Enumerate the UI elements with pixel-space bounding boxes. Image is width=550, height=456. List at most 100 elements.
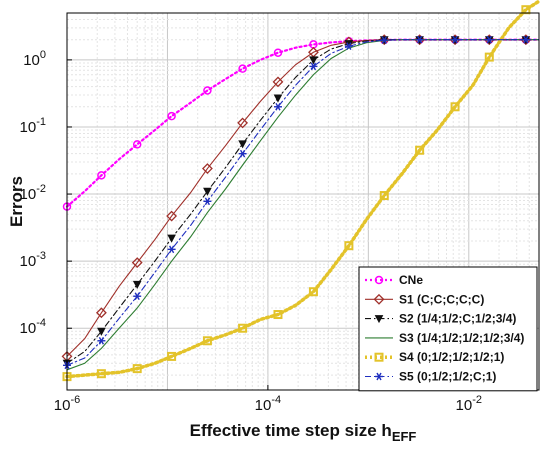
x-tick-label: 10-6 [54, 394, 80, 414]
circle-marker [238, 64, 247, 73]
y-tick-label: 100 [23, 49, 46, 69]
y-tick-label-base: 10 [23, 52, 40, 69]
triangle-marker [273, 94, 283, 103]
star-marker-stroke [452, 35, 458, 44]
legend-entry: S3 (1/4;1/2;1/2;1/2;3/4) [365, 331, 524, 345]
triangle-marker [132, 280, 142, 289]
x-axis-label: Effective time step size hEFF [190, 421, 417, 444]
diamond-marker [373, 293, 385, 305]
x-axis-label-subscript: EFF [392, 429, 417, 444]
y-tick-label-base: 10 [20, 320, 37, 337]
series-line [66, 39, 540, 364]
star-marker-stroke [486, 35, 492, 44]
star-marker-stroke [346, 42, 352, 51]
circle-marker [273, 48, 283, 57]
star-marker [97, 336, 106, 345]
diamond-marker [272, 76, 284, 88]
legend-label: S1 (C;C;C;C;C) [399, 292, 484, 306]
x-tick-label-exponent: -4 [271, 394, 281, 406]
star-marker-stroke [417, 35, 423, 44]
star-marker [344, 42, 353, 51]
y-tick-label-exponent: -4 [36, 317, 46, 329]
legend-label: CNe [399, 273, 423, 287]
circle-marker [97, 171, 106, 180]
square-marker [450, 102, 460, 112]
series-line [66, 39, 540, 371]
star-marker [415, 35, 424, 44]
plot-frame [66, 12, 540, 391]
triangle-marker [203, 187, 212, 196]
triangle-marker [374, 315, 384, 324]
star-marker-stroke [376, 372, 382, 381]
star-marker-stroke [381, 36, 387, 44]
legend-entry: CNe [365, 273, 423, 287]
y-tick-label-base: 10 [20, 119, 37, 136]
y-tick-label: 10-3 [20, 250, 46, 270]
y-tick-label-exponent: -3 [36, 250, 46, 262]
star-marker-stroke [523, 35, 529, 44]
circle-marker [203, 86, 212, 95]
star-marker-stroke [310, 62, 317, 71]
series-4 [62, 0, 541, 382]
y-tick-label: 10-2 [20, 183, 46, 203]
triangle-marker [167, 234, 176, 243]
square-marker [96, 369, 106, 379]
star-marker [521, 35, 530, 44]
star-marker-stroke [98, 336, 105, 345]
star-marker [451, 35, 460, 44]
legend: CNe S1 (C;C;C;C;C) S2 (1/4;1/2;C;1/2;3/4) S… [358, 266, 538, 392]
diamond-marker [166, 210, 178, 222]
x-tick-label-base: 10 [54, 397, 71, 414]
legend-label: S3 (1/4;1/2;1/2;1/2;3/4) [399, 331, 524, 345]
y-tick-label-base: 10 [20, 186, 37, 203]
series-3 [66, 39, 540, 371]
x-axis-label-main: Effective time step size h [190, 421, 392, 440]
star-marker [309, 62, 318, 71]
triangle-marker [97, 327, 106, 336]
y-tick-label-exponent: 0 [40, 49, 46, 61]
square-marker [238, 323, 248, 333]
star-marker [375, 372, 383, 381]
x-tick-label-base: 10 [456, 397, 473, 414]
legend-entry: S4 (0;1/2;1/2;1/2;1) [365, 350, 504, 364]
square-marker [344, 241, 354, 251]
square-marker [167, 351, 177, 361]
y-tick-label-exponent: -2 [36, 183, 46, 195]
series-line [65, 0, 541, 379]
star-marker [273, 102, 282, 111]
legend-label: S5 (0;1/2;1/2;C;1) [399, 370, 496, 384]
diamond-marker [95, 307, 107, 319]
star-marker [380, 36, 389, 44]
square-marker [484, 52, 494, 62]
grid [66, 12, 540, 390]
y-tick-label: 10-1 [20, 116, 46, 136]
y-tick-label-base: 10 [20, 253, 37, 270]
circle-marker [374, 275, 384, 285]
star-marker-stroke [239, 149, 246, 158]
y-tick-label: 10-4 [20, 317, 46, 337]
star-marker-stroke [168, 245, 175, 254]
legend-entry: S1 (C;C;C;C;C) [365, 292, 484, 306]
diamond-marker [237, 117, 249, 129]
square-marker [374, 352, 384, 362]
series-layer [61, 0, 541, 382]
square-marker [308, 287, 318, 297]
x-tick-label-exponent: -2 [472, 394, 482, 406]
star-marker [133, 292, 142, 301]
legend-entry: S5 (0;1/2;1/2;C;1) [365, 370, 496, 384]
star-marker [203, 197, 212, 206]
legend-box [358, 266, 538, 392]
y-axis-label: Errors [7, 176, 26, 227]
legend-entry: S2 (1/4;1/2;C;1/2;3/4) [365, 312, 516, 326]
star-marker [167, 245, 176, 254]
diamond-marker [131, 257, 143, 269]
circle-marker [167, 111, 176, 121]
x-tick-label-base: 10 [255, 397, 272, 414]
square-marker [379, 191, 389, 201]
x-tick-label: 10-4 [255, 394, 281, 414]
x-tick-label: 10-2 [456, 394, 482, 414]
star-marker [485, 35, 494, 44]
y-tick-label-exponent: -1 [36, 116, 46, 128]
